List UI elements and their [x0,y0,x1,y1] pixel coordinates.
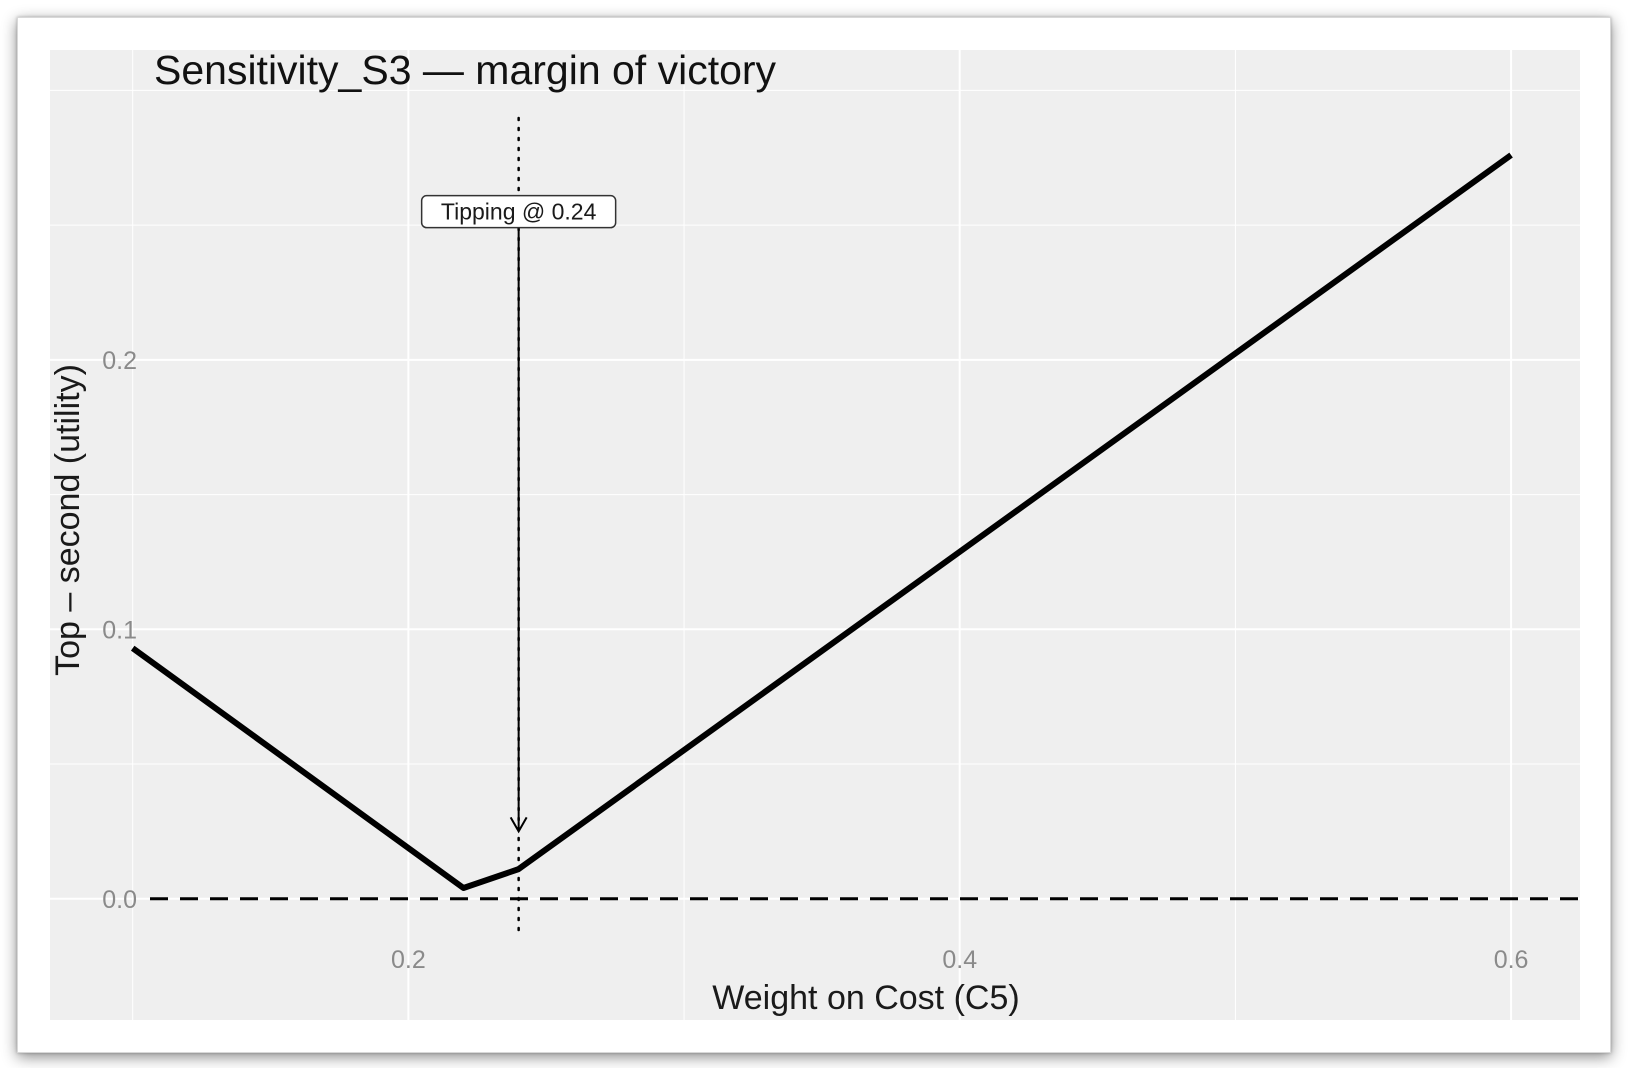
series-layer [130,152,1513,891]
y-axis-label: Top – second (utility) [49,364,87,676]
x-tick-label: 0.2 [391,946,426,974]
annotation-arrow-head [509,816,528,834]
tick-labels: 0.2 0.4 0.6 0.0 0.1 0.2 [102,347,1528,974]
annotation-box [420,194,617,229]
x-axis-label: Weight on Cost (C5) [712,979,1019,1017]
annotation-layer: Tipping @ 0.24 [420,194,617,834]
series-line-0 [130,152,1513,891]
annotation-label: Tipping @ 0.24 [441,199,597,225]
y-tick-label: 0.2 [102,347,137,375]
x-tick-label: 0.4 [942,946,977,974]
plot-panel [50,50,1580,1020]
chart-title: Sensitivity_S3 — margin of victory [154,47,777,93]
x-tick-label: 0.6 [1494,946,1529,974]
y-tick-label: 0.1 [102,616,137,644]
y-tick-label: 0.0 [102,886,137,914]
